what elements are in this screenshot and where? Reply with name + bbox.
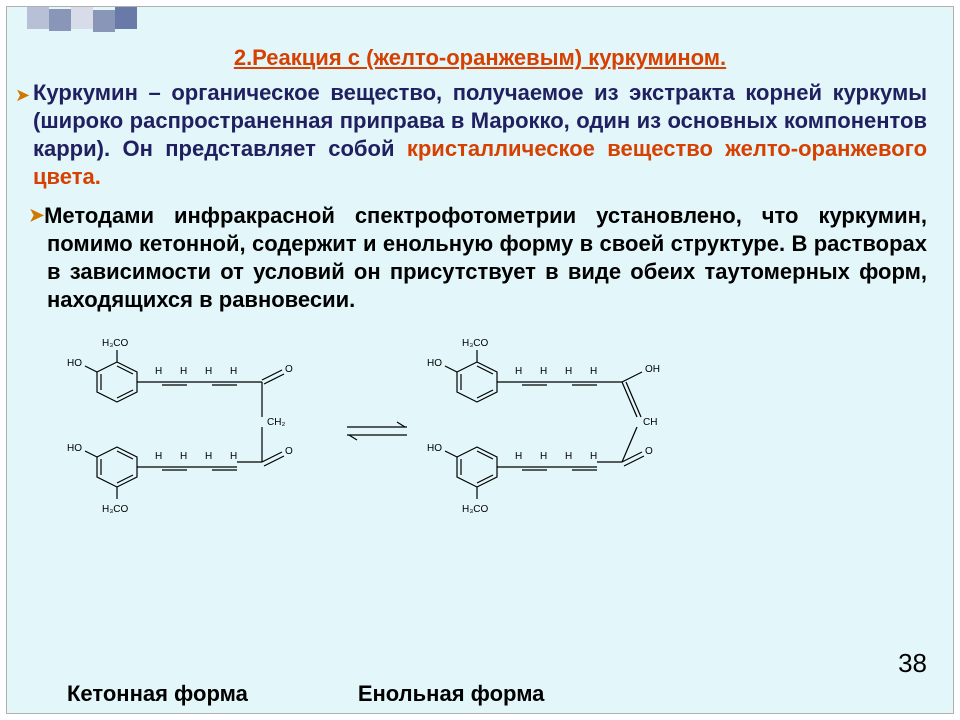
svg-text:H: H — [515, 451, 522, 462]
slide: 2.Реакция с (желто-оранжевым) куркумином… — [6, 6, 954, 714]
svg-text:H: H — [205, 451, 212, 462]
svg-text:CH₂: CH₂ — [267, 417, 285, 428]
bullet-icon: ➤ — [29, 205, 44, 225]
svg-text:H₃CO: H₃CO — [102, 504, 129, 515]
svg-text:OH: OH — [645, 364, 660, 375]
svg-text:HO: HO — [427, 358, 442, 369]
para2-lead: Методами инфракрасной спектрофотометрии — [44, 203, 596, 228]
svg-text:H: H — [590, 451, 597, 462]
svg-text:O: O — [285, 446, 293, 457]
svg-text:H: H — [590, 366, 597, 377]
structure-captions: Кетонная форма Енольная форма — [7, 681, 953, 707]
slide-frame: 2.Реакция с (желто-оранжевым) куркумином… — [0, 0, 960, 720]
svg-text:O: O — [285, 364, 293, 375]
deco-sq — [93, 10, 115, 32]
svg-text:HO: HO — [67, 443, 82, 454]
svg-text:O: O — [645, 446, 653, 457]
deco-sq — [115, 7, 137, 29]
paragraph-1: Куркумин – органическое вещество, получа… — [7, 71, 953, 192]
svg-text:H: H — [155, 451, 162, 462]
corner-decoration — [27, 7, 137, 32]
svg-text:H: H — [155, 366, 162, 377]
svg-text:H: H — [565, 451, 572, 462]
svg-text:H: H — [180, 451, 187, 462]
svg-text:H: H — [540, 366, 547, 377]
svg-text:H: H — [565, 366, 572, 377]
paragraph-2: ➤Методами инфракрасной спектрофотометрии… — [7, 192, 953, 315]
svg-text:H: H — [515, 366, 522, 377]
caption-enol: Енольная форма — [358, 681, 545, 707]
svg-text:H: H — [230, 366, 237, 377]
svg-text:H: H — [230, 451, 237, 462]
caption-ketone: Кетонная форма — [67, 681, 248, 707]
svg-text:H: H — [180, 366, 187, 377]
svg-text:HO: HO — [427, 443, 442, 454]
svg-text:H₃CO: H₃CO — [462, 338, 489, 349]
deco-sq — [49, 9, 71, 31]
chemical-structures: H₃CO HO H H H H — [67, 322, 767, 552]
page-number: 38 — [898, 648, 927, 679]
slide-title: 2.Реакция с (желто-оранжевым) куркумином… — [7, 7, 953, 71]
svg-text:H₃CO: H₃CO — [102, 338, 129, 349]
svg-text:HO: HO — [67, 358, 82, 369]
deco-sq — [71, 7, 93, 29]
svg-text:H₃CO: H₃CO — [462, 504, 489, 515]
svg-text:CH: CH — [643, 417, 657, 428]
svg-text:H: H — [540, 451, 547, 462]
curcumin-tautomers-svg: H₃CO HO H H H H — [67, 322, 767, 552]
svg-text:H: H — [205, 366, 212, 377]
bullet-icon: ➤ — [15, 85, 30, 106]
deco-sq — [27, 7, 49, 29]
